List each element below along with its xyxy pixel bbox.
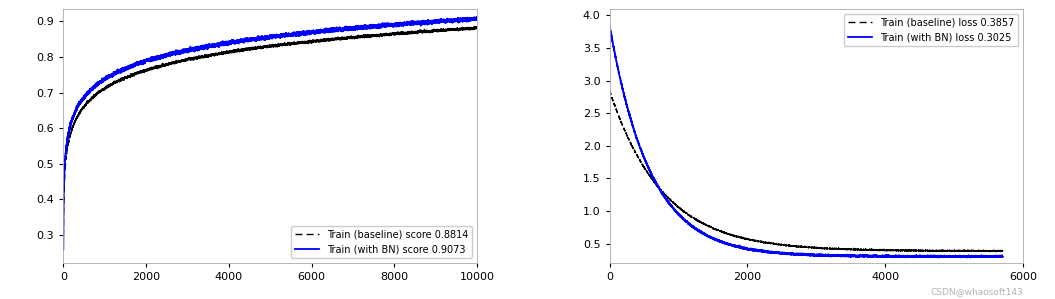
Train (with BN) score 0.9073: [471, 16, 483, 19]
Train (with BN) score 0.9073: [81, 92, 94, 95]
Train (with BN) score 0.9073: [59, 158, 72, 161]
Train (baseline) loss 0.3857: [735, 236, 748, 239]
Text: CSDN@whaosoft143: CSDN@whaosoft143: [931, 287, 1023, 296]
Train (with BN) score 0.9073: [260, 37, 272, 40]
Train (baseline) loss 0.3857: [990, 250, 1002, 254]
Line: Train (with BN) loss 0.3025: Train (with BN) loss 0.3025: [610, 25, 1002, 258]
Train (baseline) loss 0.3857: [603, 88, 616, 92]
Train (with BN) score 0.9073: [138, 60, 151, 63]
Train (baseline) score 0.8814: [74, 111, 87, 115]
Train (baseline) score 0.8814: [138, 70, 151, 73]
Legend: Train (baseline) score 0.8814, Train (with BN) score 0.9073: Train (baseline) score 0.8814, Train (wi…: [291, 226, 473, 258]
Train (baseline) score 0.8814: [59, 167, 72, 171]
Line: Train (baseline) loss 0.3857: Train (baseline) loss 0.3857: [610, 90, 1002, 252]
Train (with BN) loss 0.3025: [939, 254, 952, 258]
Line: Train (baseline) score 0.8814: Train (baseline) score 0.8814: [63, 27, 477, 248]
Train (with BN) score 0.9073: [74, 100, 87, 103]
Train (baseline) loss 0.3857: [648, 181, 660, 184]
Train (with BN) loss 0.3025: [603, 23, 616, 27]
Train (baseline) loss 0.3857: [798, 245, 810, 248]
Train (with BN) score 0.9073: [448, 19, 461, 23]
Train (with BN) score 0.9073: [57, 248, 70, 251]
Legend: Train (baseline) loss 0.3857, Train (with BN) loss 0.3025: Train (baseline) loss 0.3857, Train (wit…: [844, 14, 1018, 46]
Train (baseline) loss 0.3857: [979, 249, 992, 253]
Train (with BN) loss 0.3025: [996, 255, 1009, 259]
Train (baseline) loss 0.3857: [831, 247, 844, 251]
Train (baseline) score 0.8814: [260, 45, 272, 48]
Train (baseline) score 0.8814: [448, 28, 461, 32]
Train (baseline) loss 0.3857: [939, 249, 952, 253]
Train (with BN) loss 0.3025: [648, 178, 660, 182]
Train (with BN) loss 0.3025: [961, 256, 974, 260]
Train (baseline) loss 0.3857: [996, 249, 1009, 253]
Train (with BN) loss 0.3025: [831, 254, 844, 258]
Train (baseline) score 0.8814: [57, 246, 70, 250]
Train (baseline) score 0.8814: [468, 25, 481, 28]
Train (with BN) loss 0.3025: [979, 255, 992, 258]
Line: Train (with BN) score 0.9073: Train (with BN) score 0.9073: [63, 17, 477, 249]
Train (baseline) score 0.8814: [81, 100, 94, 104]
Train (baseline) score 0.8814: [471, 27, 483, 31]
Train (with BN) loss 0.3025: [735, 245, 748, 249]
Train (with BN) loss 0.3025: [798, 252, 810, 256]
